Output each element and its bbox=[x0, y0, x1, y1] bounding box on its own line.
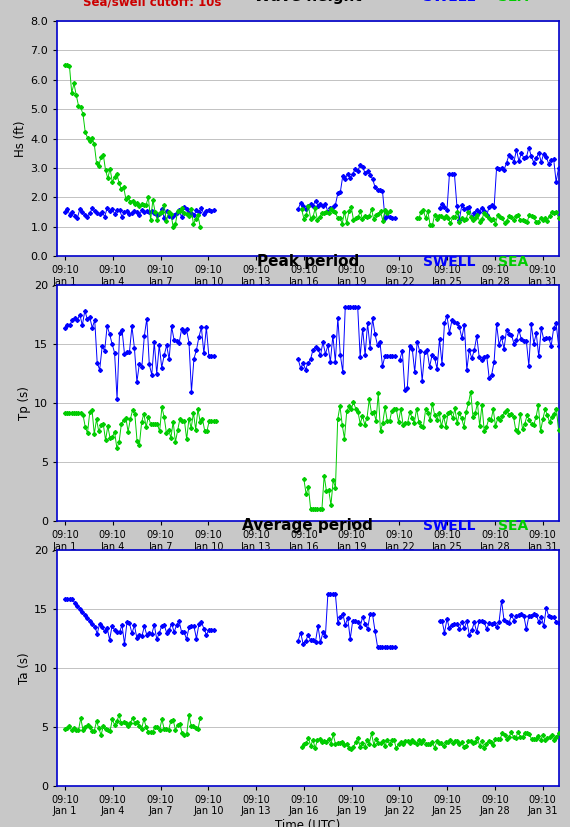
Text: Peak period: Peak period bbox=[256, 254, 359, 269]
Y-axis label: Hs (ft): Hs (ft) bbox=[14, 120, 27, 157]
Text: SEA: SEA bbox=[498, 519, 528, 533]
Text: SEA: SEA bbox=[498, 255, 528, 269]
Text: SWELL: SWELL bbox=[423, 519, 476, 533]
Y-axis label: Tp (s): Tp (s) bbox=[18, 386, 31, 420]
X-axis label: Time (UTC): Time (UTC) bbox=[275, 554, 340, 567]
Text: Average period: Average period bbox=[242, 519, 373, 533]
Text: SEA: SEA bbox=[498, 0, 528, 4]
Text: SWELL: SWELL bbox=[423, 0, 476, 4]
Text: Sea/swell cutoff: 10s: Sea/swell cutoff: 10s bbox=[83, 0, 222, 8]
Text: Wave height: Wave height bbox=[254, 0, 362, 4]
Y-axis label: Ta (s): Ta (s) bbox=[18, 652, 31, 684]
Text: SWELL: SWELL bbox=[423, 255, 476, 269]
X-axis label: Time (UTC): Time (UTC) bbox=[275, 819, 340, 827]
X-axis label: Time (UTC): Time (UTC) bbox=[275, 289, 340, 303]
